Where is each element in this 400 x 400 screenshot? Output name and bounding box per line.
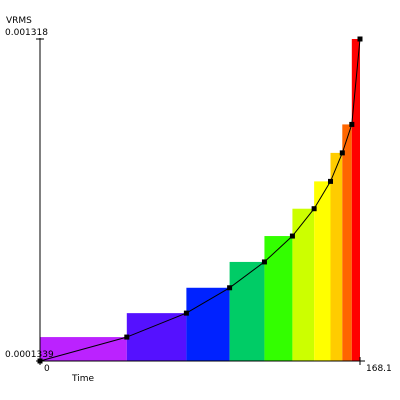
x-max-tick-label: 168.1 xyxy=(366,364,392,374)
data-point-2 xyxy=(124,334,130,340)
data-point-7 xyxy=(311,206,317,212)
bar-7 xyxy=(314,181,331,361)
bar-10 xyxy=(351,39,360,361)
data-point-5 xyxy=(261,259,267,265)
labels-layer: VRMS 0.001318 0.0001339 0 168.1 Time xyxy=(5,16,392,384)
bar-4 xyxy=(229,261,265,361)
y-max-tick-label: 0.001318 xyxy=(5,28,48,38)
data-point-3 xyxy=(183,310,189,316)
data-point-11 xyxy=(357,36,363,42)
axes-layer xyxy=(36,38,365,365)
bar-3 xyxy=(186,287,230,361)
y-axis-title: VRMS xyxy=(6,16,32,26)
y-min-tick-label: 0.0001339 xyxy=(5,350,54,360)
x-axis-title: Time xyxy=(71,374,94,384)
bar-9 xyxy=(342,124,352,361)
data-point-6 xyxy=(289,233,295,239)
bar-6 xyxy=(292,208,315,361)
bar-2 xyxy=(126,313,187,361)
data-point-4 xyxy=(227,285,233,291)
bars-layer xyxy=(40,39,360,361)
bar-5 xyxy=(264,236,293,361)
data-point-10 xyxy=(349,121,355,127)
x-min-tick-label: 0 xyxy=(44,364,50,374)
data-point-8 xyxy=(327,178,333,184)
bar-8 xyxy=(330,152,343,361)
data-point-9 xyxy=(339,150,345,156)
